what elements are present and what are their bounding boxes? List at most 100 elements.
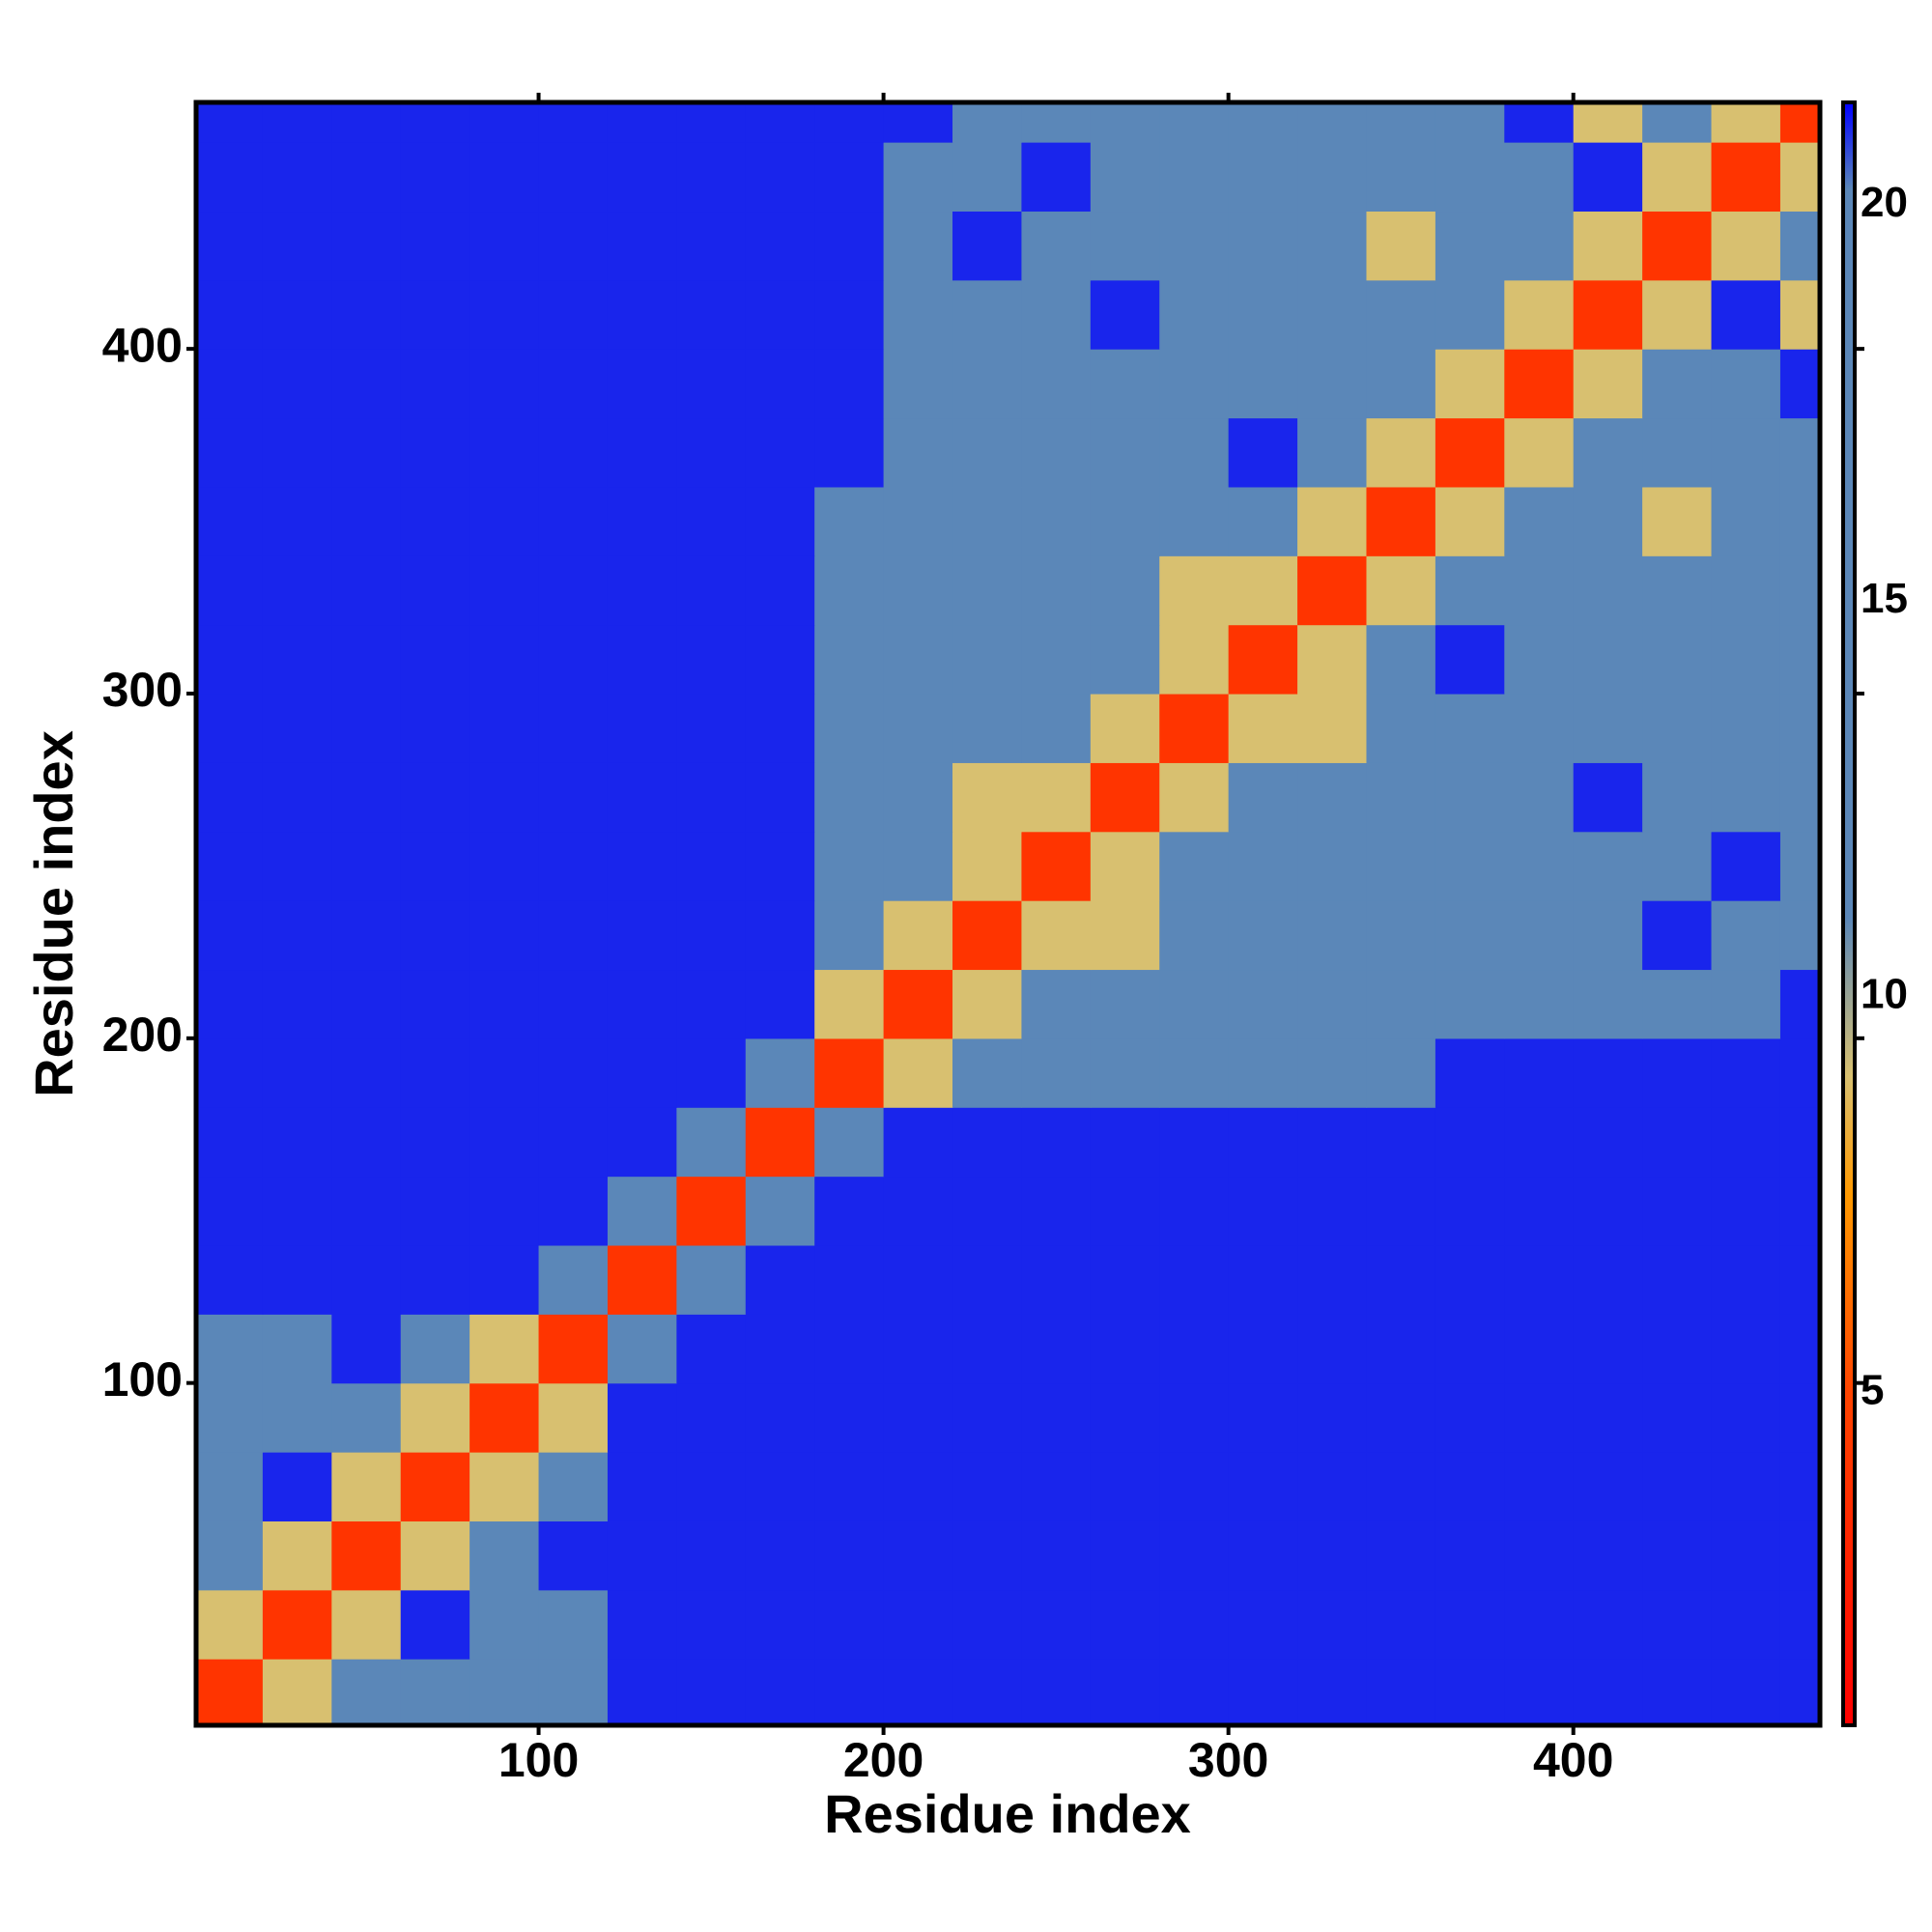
heatmap-cell (676, 693, 747, 763)
heatmap-cell (1642, 1314, 1713, 1384)
heatmap-cell (745, 900, 815, 971)
heatmap-cell (1297, 142, 1368, 213)
heatmap-cell (262, 102, 332, 143)
heatmap-cell (262, 831, 332, 901)
heatmap-cell (400, 762, 470, 833)
heatmap-cell (814, 279, 885, 350)
heatmap-cell (1090, 555, 1160, 626)
heatmap-cell (1021, 417, 1092, 488)
heatmap-cell (1573, 624, 1643, 695)
heatmap-cell (538, 142, 609, 213)
heatmap-cell (607, 1382, 677, 1453)
heatmap-cell (469, 1107, 540, 1178)
heatmap-cell (1435, 900, 1505, 971)
heatmap-cell (1228, 1176, 1298, 1246)
heatmap-cell (952, 1659, 1023, 1725)
heatmap-cell (1297, 1452, 1368, 1521)
heatmap-cell (196, 1107, 264, 1178)
heatmap-cell (469, 486, 540, 556)
heatmap-cell (1090, 1382, 1160, 1453)
heatmap-cell (196, 762, 264, 833)
heatmap-cell (1228, 1244, 1298, 1315)
heatmap-cell (538, 1037, 609, 1108)
heatmap-cell (1297, 1382, 1368, 1453)
heatmap-cell (1642, 279, 1713, 350)
heatmap-cell (883, 1176, 953, 1246)
heatmap-cell (883, 1659, 953, 1725)
heatmap-cell (1504, 211, 1575, 281)
heatmap-cell (1366, 142, 1436, 213)
heatmap-cell (1435, 417, 1505, 488)
heatmap-cell (1228, 1520, 1298, 1591)
heatmap-cell (196, 1452, 264, 1521)
heatmap-cell (1573, 1452, 1643, 1521)
heatmap-cell (1297, 349, 1368, 419)
heatmap-cell (1573, 211, 1643, 281)
heatmap-cell (1435, 142, 1505, 213)
heatmap-cell (814, 1037, 885, 1108)
heatmap-cell (331, 1520, 402, 1591)
heatmap-cell (745, 762, 815, 833)
heatmap-cell (1366, 555, 1436, 626)
heatmap-cell (1573, 1382, 1643, 1453)
heatmap-cell (1779, 1382, 1820, 1453)
heatmap-cell (1159, 142, 1230, 213)
heatmap-cell (331, 762, 402, 833)
heatmap-cell (1504, 900, 1575, 971)
heatmap-cell (400, 555, 470, 626)
heatmap-cell (196, 831, 264, 901)
heatmap-cell (1228, 142, 1298, 213)
heatmap-cell (1642, 900, 1713, 971)
plot-frame (193, 99, 1823, 1728)
heatmap-cell (1228, 762, 1298, 833)
heatmap-cell (1090, 693, 1160, 763)
x-tick-label: 200 (843, 1733, 923, 1787)
heatmap-cell (196, 1244, 264, 1315)
heatmap-cell (607, 1452, 677, 1521)
heatmap-cell (1021, 969, 1092, 1039)
heatmap-cell (1366, 693, 1436, 763)
heatmap-cell (262, 349, 332, 419)
heatmap-cell (1228, 349, 1298, 419)
heatmap-cell (814, 1452, 885, 1521)
heatmap-cell (607, 349, 677, 419)
heatmap-cell (1297, 486, 1368, 556)
heatmap-cell (1090, 1520, 1160, 1591)
heatmap-cell (1159, 486, 1230, 556)
heatmap-cell (469, 279, 540, 350)
heatmap-cell (538, 211, 609, 281)
heatmap-cell (331, 1314, 402, 1384)
heatmap-cell (1366, 762, 1436, 833)
heatmap-cell (1228, 1107, 1298, 1178)
heatmap-cell (331, 102, 402, 143)
heatmap-cell (1642, 486, 1713, 556)
heatmap-cell (469, 555, 540, 626)
heatmap-cell (1504, 1107, 1575, 1178)
heatmap-cell (1366, 211, 1436, 281)
heatmap-cell (676, 969, 747, 1039)
heatmap-cell (607, 624, 677, 695)
heatmap-cell (952, 1452, 1023, 1521)
heatmap-cell (952, 1244, 1023, 1315)
heatmap-cell (1021, 349, 1092, 419)
heatmap-cell (1573, 279, 1643, 350)
heatmap-cell (1021, 1037, 1092, 1108)
heatmap-cell (538, 555, 609, 626)
heatmap-cell (745, 1659, 815, 1725)
heatmap-cell (1435, 1037, 1505, 1108)
heatmap-cell (1159, 969, 1230, 1039)
heatmap-cell (676, 1244, 747, 1315)
heatmap-cell (883, 624, 953, 695)
heatmap-cell (1297, 624, 1368, 695)
heatmap-cell (607, 1037, 677, 1108)
colorbar-tick-label: 20 (1861, 179, 1908, 226)
heatmap-cell (1779, 900, 1820, 971)
heatmap-cell (1228, 693, 1298, 763)
heatmap-cell (883, 349, 953, 419)
heatmap-cell (883, 142, 953, 213)
heatmap-cell (952, 1037, 1023, 1108)
heatmap-cell (607, 831, 677, 901)
heatmap-cell (883, 102, 953, 143)
heatmap-cell (469, 211, 540, 281)
heatmap-cell (1366, 969, 1436, 1039)
